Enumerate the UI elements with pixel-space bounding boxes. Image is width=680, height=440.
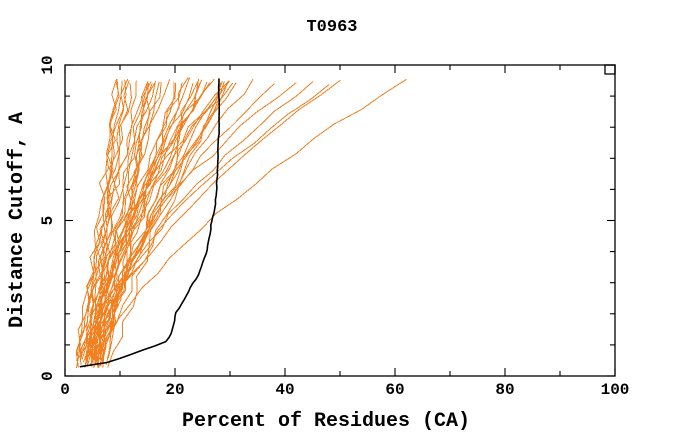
- svg-text:5: 5: [39, 216, 57, 226]
- svg-text:T0963: T0963: [306, 18, 357, 37]
- svg-text:20: 20: [165, 381, 184, 399]
- svg-text:10: 10: [39, 55, 57, 74]
- svg-text:40: 40: [275, 381, 294, 399]
- svg-text:Percent of Residues (CA): Percent of Residues (CA): [182, 410, 470, 433]
- svg-text:Distance Cutoff, A: Distance Cutoff, A: [6, 112, 29, 328]
- svg-text:100: 100: [601, 381, 630, 399]
- svg-text:0: 0: [60, 381, 70, 399]
- svg-text:80: 80: [495, 381, 514, 399]
- svg-text:60: 60: [385, 381, 404, 399]
- svg-text:0: 0: [39, 371, 57, 381]
